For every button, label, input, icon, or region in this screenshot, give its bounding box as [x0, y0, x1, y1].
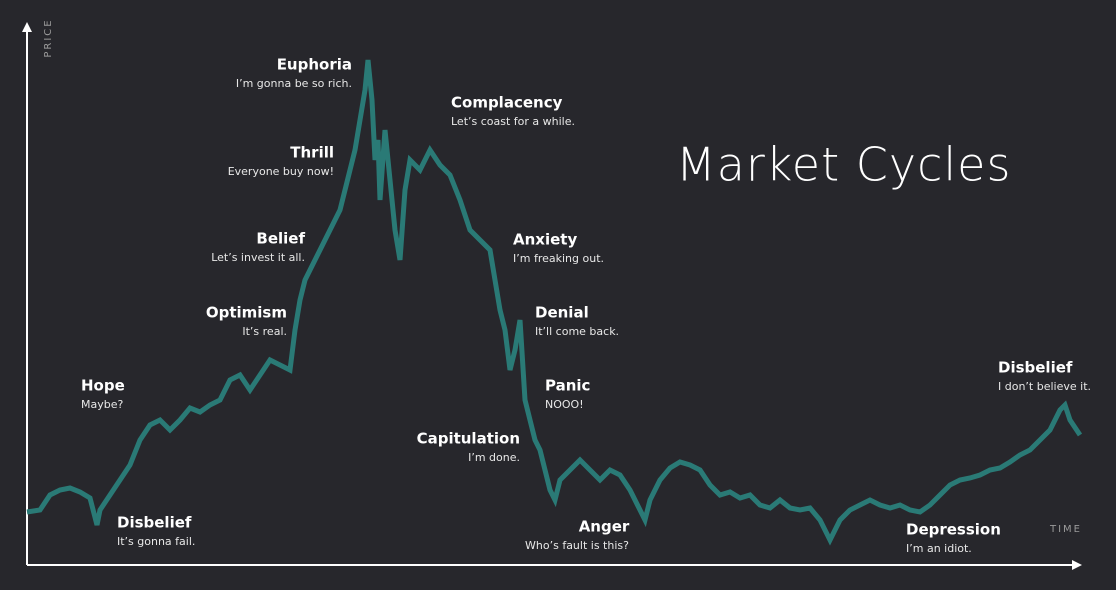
annotation-text: I’m an idiot.	[906, 542, 972, 555]
x-axis-label: TIME	[1049, 524, 1082, 535]
annotation-title: Denial	[535, 304, 589, 322]
annotation-title: Optimism	[206, 304, 287, 322]
annotation-title: Belief	[256, 230, 305, 248]
annotation-text: I’m gonna be so rich.	[236, 77, 352, 90]
chart-title: Market Cycles	[676, 138, 1011, 192]
annotation-text: Let’s invest it all.	[211, 251, 305, 264]
annotation-title: Hope	[81, 377, 125, 395]
annotation-text: I’m done.	[468, 451, 520, 464]
annotation-title: Disbelief	[117, 514, 192, 532]
annotation-text: Maybe?	[81, 398, 123, 411]
annotation-title: Panic	[545, 377, 590, 395]
annotation-title: Depression	[906, 521, 1001, 539]
annotation-text: It’ll come back.	[535, 325, 619, 338]
annotation-text: I’m freaking out.	[513, 252, 604, 265]
annotation-text: It’s gonna fail.	[117, 535, 195, 548]
y-axis-label: PRICE	[43, 18, 54, 57]
annotation-text: Everyone buy now!	[228, 165, 334, 178]
x-axis-arrow	[1072, 560, 1082, 570]
annotation-title: Capitulation	[417, 430, 520, 448]
annotation-title: Thrill	[290, 144, 334, 162]
y-axis-arrow	[22, 22, 32, 32]
annotation-title: Anxiety	[513, 231, 577, 249]
annotation-text: Who’s fault is this?	[525, 539, 629, 552]
annotation-text: I don’t believe it.	[998, 380, 1091, 393]
annotation-title: Complacency	[451, 94, 563, 112]
annotation-text: It’s real.	[242, 325, 287, 338]
annotation-title: Euphoria	[277, 56, 352, 74]
price-line	[26, 59, 1083, 546]
annotation-text: Let’s coast for a while.	[451, 115, 575, 128]
annotation-title: Anger	[579, 518, 630, 536]
annotation-title: Disbelief	[998, 359, 1073, 377]
annotation-text: NOOO!	[545, 398, 584, 411]
